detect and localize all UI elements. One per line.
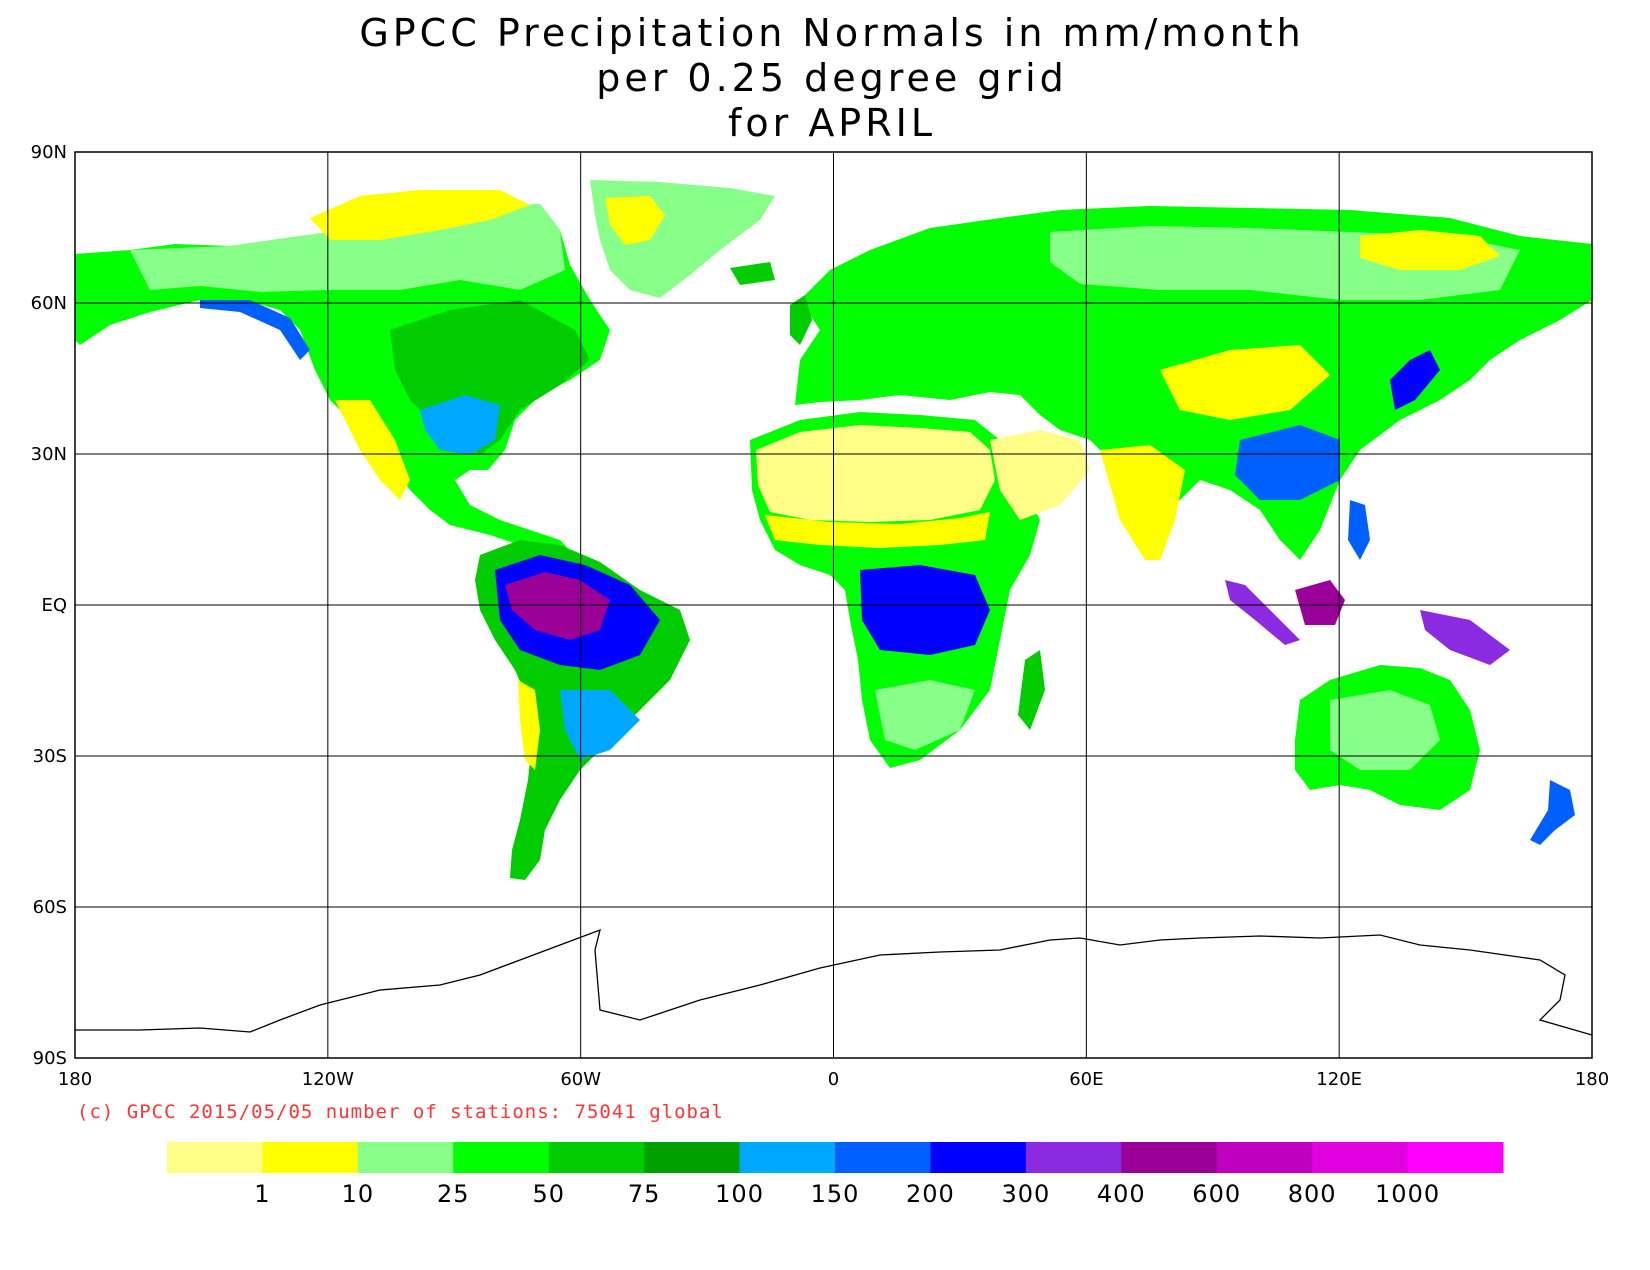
latitude-tick-label: 60S [33,897,67,918]
arabia-dry [990,430,1090,520]
precipitation-colorbar [167,1142,1504,1173]
colorbar-swatch [548,1142,645,1173]
colorbar-swatch [1312,1142,1409,1173]
colorbar-labels: 1 10 25 50 75 100 150 200 300 400 600 800 1000 [254,1180,1440,1208]
colorbar-swatch [1121,1142,1218,1173]
sahara-desert [756,425,995,522]
latitude-tick-label: 30N [31,444,67,465]
india-dry [1100,445,1185,560]
central-asia-dry [1160,345,1330,420]
latitude-tick-label: EQ [41,595,67,616]
colorbar-swatch [739,1142,836,1173]
precipitation-fill-layer [75,180,1592,1036]
colorbar-swatch [262,1142,359,1173]
longitude-tick-labels: 180 120W 60W 0 60E 120E 180 [58,1069,1609,1090]
latitude-tick-label: 90N [31,142,67,163]
map-title-line2: per 0.25 degree grid [596,56,1068,100]
latitude-tick-label: 90S [33,1048,67,1069]
map-title-line1: GPCC Precipitation Normals in mm/month [359,11,1304,55]
madagascar-landmass [1018,650,1045,730]
colorbar-swatch [167,1142,263,1173]
colorbar-swatch [357,1142,454,1173]
colorbar-label: 50 [532,1180,565,1208]
congo-wet [860,565,990,655]
colorbar-swatch [1407,1142,1504,1173]
arctic-archipelago-dry [310,190,530,240]
australia-interior-dry [1330,690,1440,770]
colorbar-label: 300 [1001,1180,1050,1208]
colorbar-label: 800 [1288,1180,1337,1208]
credit-line: (c) GPCC 2015/05/05 number of stations: … [77,1101,724,1123]
latitude-tick-label: 60N [31,293,67,314]
latitude-tick-label: 30S [33,746,67,767]
colorbar-label: 400 [1097,1180,1146,1208]
colorbar-swatch [644,1142,741,1173]
arctic-siberia-dry [1360,230,1500,270]
alaska-coast-wet [200,300,310,360]
colorbar-label: 600 [1192,1180,1241,1208]
longitude-tick-label: 120E [1316,1069,1362,1090]
antarctica-coastline [75,928,1592,1036]
philippines-landmass [1348,500,1370,560]
southwest-us-dry [335,400,410,500]
colorbar-label: 75 [628,1180,661,1208]
british-isles-landmass [790,295,812,345]
longitude-tick-label: 120W [302,1069,354,1090]
colorbar-swatch [1025,1142,1122,1173]
colorbar-label: 1 [254,1180,270,1208]
new-zealand-landmass [1530,780,1575,845]
map-title-line3: for APRIL [728,101,936,145]
sahel-dry [765,512,990,548]
longitude-tick-label: 60E [1069,1069,1103,1090]
sumatra-landmass [1225,580,1300,645]
amazon-very-wet [505,572,610,640]
colorbar-swatch [1216,1142,1313,1173]
longitude-tick-label: 180 [58,1069,92,1090]
greenland-interior-dry [605,196,665,245]
atacama-dry [518,680,540,770]
colorbar-label: 150 [811,1180,860,1208]
colorbar-label: 10 [342,1180,375,1208]
colorbar-label: 25 [437,1180,470,1208]
south-america-south-wet [560,690,640,760]
japan-landmass [1390,350,1440,410]
iceland-landmass [730,262,775,285]
latitude-tick-labels: 90N 60N 30N EQ 30S 60S 90S [31,142,67,1069]
colorbar-label: 200 [906,1180,955,1208]
longitude-tick-label: 0 [828,1069,839,1090]
map-border [74,151,1593,1059]
longitude-tick-label: 60W [560,1069,601,1090]
colorbar-label: 100 [715,1180,764,1208]
colorbar-label: 1000 [1375,1180,1440,1208]
borneo-landmass [1295,580,1345,625]
southeast-asia-wet [1235,425,1340,500]
southern-africa-mid [875,680,975,750]
colorbar-swatch [453,1142,550,1173]
colorbar-swatch [930,1142,1027,1173]
longitude-tick-label: 180 [1575,1069,1609,1090]
map-gridlines [75,152,1592,1058]
colorbar-swatch [835,1142,931,1173]
new-guinea-landmass [1420,610,1510,665]
southeast-us-wet [420,395,500,455]
north-america-landmass [75,204,610,560]
